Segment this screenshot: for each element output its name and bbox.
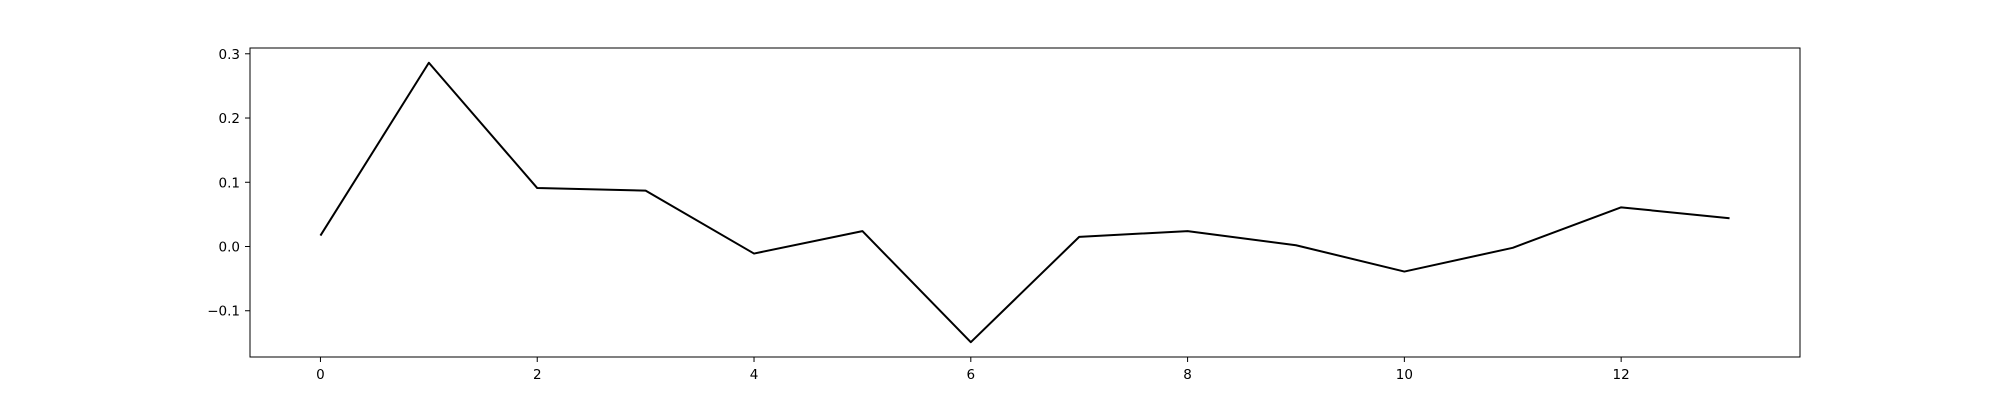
x-tick-label: 12: [1613, 367, 1630, 383]
x-tick-label: 2: [533, 367, 542, 383]
x-tick-label: 8: [1183, 367, 1192, 383]
y-tick-label: 0.3: [219, 47, 240, 63]
x-tick-label: 0: [316, 367, 325, 383]
x-tick-label: 10: [1396, 367, 1413, 383]
y-tick-label: 0.2: [219, 111, 240, 127]
y-tick-label: −0.1: [207, 304, 240, 320]
ticks-layer: 0 2 4 6 8 10 12 −0.1 0.0 0.1 0.2 0.3: [207, 47, 1630, 383]
y-tick-label: 0.0: [219, 240, 240, 256]
x-tick-label: 4: [750, 367, 759, 383]
y-tick-label: 0.1: [219, 175, 240, 191]
series-layer: [319, 61, 1730, 344]
plot-frame: [249, 47, 1801, 358]
series-line-0: [319, 61, 1730, 344]
x-tick-label: 6: [967, 367, 976, 383]
